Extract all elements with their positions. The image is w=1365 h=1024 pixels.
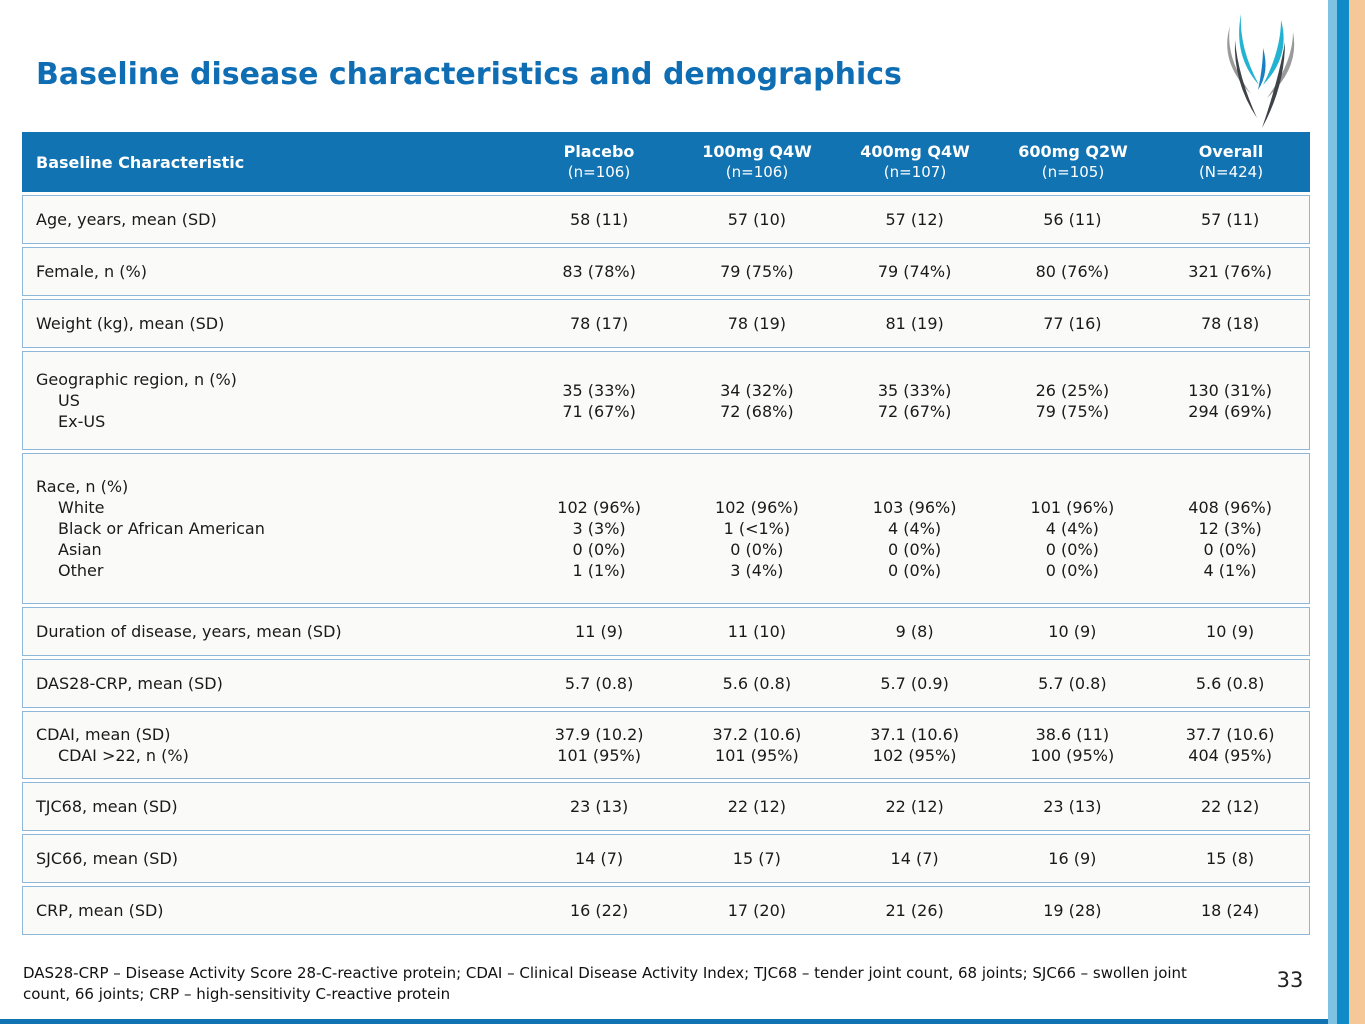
right-stripe-dark-blue [1337,0,1349,1024]
row-label: DAS28-CRP, mean (SD) [36,674,223,693]
row-values: 17 (20) [727,901,786,920]
row-values: 5.6 (0.8) [1195,674,1265,693]
row-values: 22 (12) [727,797,786,816]
table-header-row: Baseline Characteristic Placebo (n=106) … [22,132,1310,192]
row-values: 78 (19) [727,314,786,333]
bottom-accent-bar [0,1019,1365,1024]
row-values: 5.7 (0.8) [564,674,634,693]
row-values: 5.7 (0.8) [1038,674,1107,693]
row-values: 23 (13) [1043,797,1102,816]
row-label: CDAI, mean (SD) CDAI >22, n (%) [36,725,189,765]
table-row: Female, n (%) 83 (78%) 79 (75%) 79 (74%) 80 … [22,247,1310,296]
row-label: TJC68, mean (SD) [36,797,178,816]
row-values: 35 (33%) 71 (67%) [562,380,636,421]
row-values: 77 (16) [1043,314,1102,333]
row-values: 22 (12) [1200,797,1260,816]
row-values: 16 (9) [1048,849,1097,868]
footnote: DAS28-CRP – Disease Activity Score 28-C-… [23,964,1187,1003]
row-values: 321 (76%) [1188,262,1272,281]
row-values: 103 (96%) 4 (4%) 0 (0%) 0 (0%) [872,498,957,580]
column-header-baseline-characteristic: Baseline Characteristic [36,152,245,172]
row-label: Race, n (%) White Black or African America… [36,477,265,580]
table-row: Geographic region, n (%) US Ex-US 35 (33%) 7… [22,351,1310,450]
row-values: 130 (31%) 294 (69%) [1188,380,1272,421]
baseline-characteristics-table: Baseline Characteristic Placebo (n=106) … [22,132,1310,938]
table-row: Duration of disease, years, mean (SD) 11 … [22,607,1310,656]
column-header-placebo: Placebo (n=106) [563,142,635,181]
column-header-100mg-q4w: 100mg Q4W (n=106) [702,142,812,181]
row-values: 14 (7) [575,849,624,868]
row-label: CRP, mean (SD) [36,901,164,920]
row-values: 101 (96%) 4 (4%) 0 (0%) 0 (0%) [1030,498,1115,580]
row-values: 21 (26) [885,901,944,920]
row-label: Duration of disease, years, mean (SD) [36,622,342,641]
column-header-600mg-q2w: 600mg Q2W (n=105) [1018,142,1128,181]
row-values: 102 (96%) 3 (3%) 0 (0%) 1 (1%) [557,498,641,580]
table-row: Age, years, mean (SD) 58 (11) 57 (10) 57 (1… [22,195,1310,244]
table-row: CDAI, mean (SD) CDAI >22, n (%) 37.9 (10.2… [22,711,1310,779]
row-values: 37.9 (10.2) 101 (95%) [554,725,644,765]
table-row: DAS28-CRP, mean (SD) 5.7 (0.8) 5.6 (0.8) 5.… [22,659,1310,708]
row-values: 5.7 (0.9) [880,674,949,693]
row-values: 18 (24) [1200,901,1260,920]
table-row: CRP, mean (SD) 16 (22) 17 (20) 21 (26) 19 (2… [22,886,1310,935]
row-values: 16 (22) [569,901,629,920]
table-row: SJC66, mean (SD) 14 (7) 15 (7) 14 (7) 16 (9)… [22,834,1310,883]
row-values: 78 (17) [569,314,629,333]
row-values: 37.7 (10.6) 404 (95%) [1185,725,1275,765]
row-values: 57 (10) [727,210,786,229]
row-values: 5.6 (0.8) [722,674,792,693]
row-values: 10 (9) [1206,622,1255,641]
row-label: Age, years, mean (SD) [36,210,217,229]
company-logo-icon [1227,14,1295,128]
row-label: Geographic region, n (%) US Ex-US [36,370,237,431]
row-values: 56 (11) [1043,210,1102,229]
page-number: 33 [1276,968,1304,992]
row-values: 11 (9) [575,622,624,641]
row-values: 35 (33%) 72 (67%) [877,380,952,421]
row-values: 83 (78%) [562,262,636,281]
row-label: Female, n (%) [36,262,147,281]
right-stripe-light-blue [1328,0,1337,1024]
row-values: 57 (11) [1200,210,1260,229]
row-values: 23 (13) [569,797,629,816]
column-header-400mg-q4w: 400mg Q4W (n=107) [860,142,970,181]
row-values: 15 (8) [1206,849,1255,868]
row-values: 15 (7) [732,849,781,868]
page-title: Baseline disease characteristics and dem… [36,57,902,92]
row-values: 408 (96%) 12 (3%) 0 (0%) 4 (1%) [1188,498,1272,580]
row-values: 10 (9) [1048,622,1097,641]
table-body: Age, years, mean (SD) 58 (11) 57 (10) 57 (1… [22,195,1310,935]
row-values: 37.1 (10.6) 102 (95%) [870,725,960,765]
table-row: Race, n (%) White Black or African America… [22,453,1310,604]
row-values: 37.2 (10.6) 101 (95%) [712,725,802,765]
table-row: Weight (kg), mean (SD) 78 (17) 78 (19) 81 (… [22,299,1310,348]
row-values: 81 (19) [885,314,944,333]
row-label: SJC66, mean (SD) [36,849,178,868]
row-values: 11 (10) [727,622,786,641]
row-values: 78 (18) [1200,314,1260,333]
row-values: 80 (76%) [1035,262,1110,281]
row-label: Weight (kg), mean (SD) [36,314,225,333]
row-values: 22 (12) [885,797,944,816]
row-values: 79 (75%) [720,262,794,281]
column-header-overall: Overall (N=424) [1198,142,1264,181]
row-values: 14 (7) [890,849,939,868]
row-values: 9 (8) [895,622,934,641]
row-values: 38.6 (11) 100 (95%) [1030,725,1115,765]
row-values: 57 (12) [885,210,944,229]
row-values: 19 (28) [1043,901,1102,920]
row-values: 26 (25%) 79 (75%) [1035,380,1110,421]
row-values: 34 (32%) 72 (68%) [720,380,794,421]
table-row: TJC68, mean (SD) 23 (13) 22 (12) 22 (12) 23 … [22,782,1310,831]
row-values: 102 (96%) 1 (<1%) 0 (0%) 3 (4%) [715,498,799,580]
right-stripe-tan [1349,0,1365,1024]
row-values: 79 (74%) [877,262,952,281]
row-values: 58 (11) [569,210,629,229]
